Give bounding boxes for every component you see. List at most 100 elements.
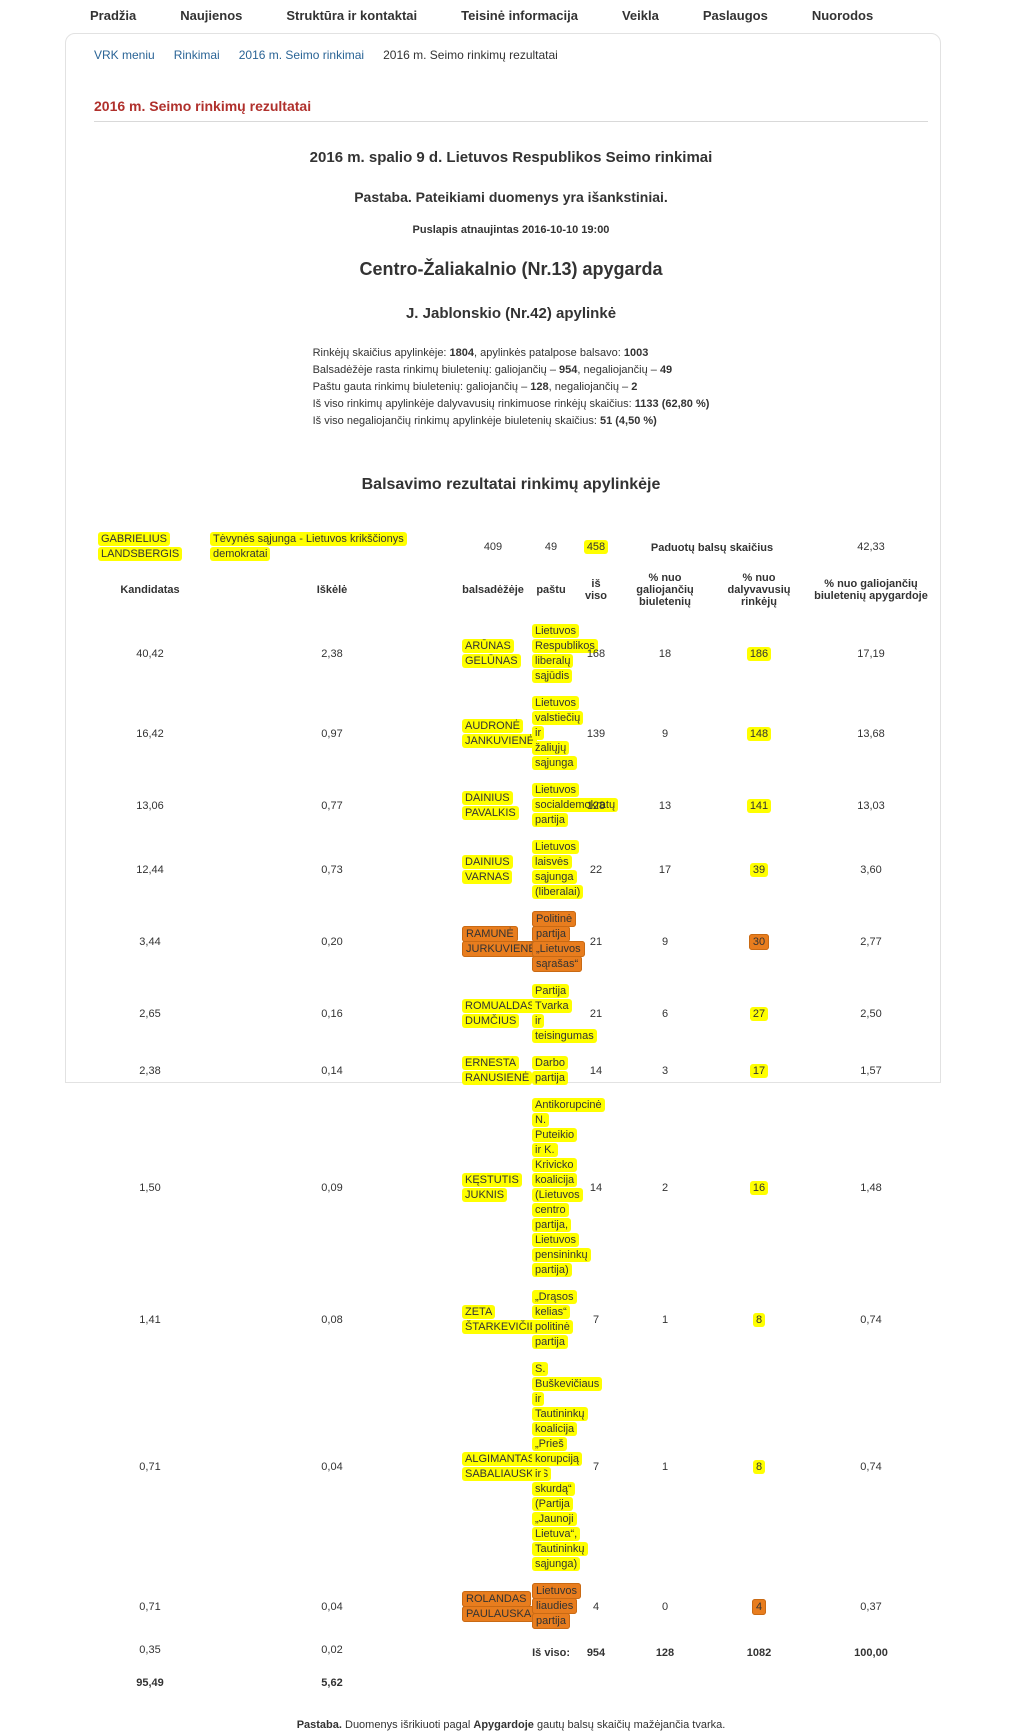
candidate-highlight: GABRIELIUS LANDSBERGIS	[98, 532, 183, 561]
total-votes-highlight: 39	[749, 863, 769, 877]
nav-item-3[interactable]: Teisinė informacija	[461, 8, 578, 23]
totals-ballot_box: 954	[586, 1647, 606, 1659]
text: , negaliojančių –	[577, 364, 660, 376]
candidate-cell: ROLANDAS PAULAUSKAS	[458, 1586, 543, 1628]
votes-mail-cell: 2	[661, 1182, 669, 1194]
votes-pct_district-cell: 0,08	[321, 1314, 343, 1326]
total-votes-highlight: 8	[752, 1460, 766, 1474]
votes-pct_district-cell: 0,20	[321, 936, 343, 948]
stat-line-2: Paštu gauta rinkimų biuletenių: galiojan…	[313, 379, 710, 396]
votes-pct_district-cell: 0,77	[321, 799, 343, 812]
votes-pct_valid-cell: 17,19	[857, 648, 885, 660]
nav-item-6[interactable]: Nuorodos	[811, 8, 874, 23]
election-title: 2016 m. spalio 9 d. Lietuvos Respublikos…	[309, 149, 713, 166]
candidate-highlight: AUDRONĖ JANKUVIENĖ	[462, 718, 538, 748]
votes-pct_valid-cell: 2,77	[860, 936, 882, 948]
nav-item-5[interactable]: Paslaugos	[702, 8, 768, 23]
breadcrumb: VRK meniu Rinkimai 2016 m. Seimo rinkimai 2…	[94, 48, 928, 62]
total-votes-highlight: 148	[746, 726, 772, 741]
party-highlight: „Drąsos kelias“ politinė partija	[532, 1290, 577, 1349]
votes-pct_district-cell: 0,02	[321, 1644, 343, 1656]
votes-mail-cell: 17	[658, 864, 672, 876]
total-votes-highlight: 141	[746, 798, 772, 813]
total-votes-highlight: 30	[748, 934, 770, 950]
breadcrumb-link-1[interactable]: Rinkimai	[173, 48, 220, 62]
votes-pct_valid-cell: 3,60	[860, 864, 882, 876]
votes-mail-cell: 9	[661, 936, 669, 948]
candidate-cell: ROMUALDAS DUMČIUS	[458, 993, 538, 1035]
votes-ballot_box-cell: 139	[586, 727, 606, 740]
text: , negaliojančių –	[548, 381, 632, 393]
votes-pct_district-cell: 0,14	[321, 1065, 343, 1077]
column-header-5: % nuo galiojančių biuletenių	[618, 568, 712, 618]
party-cell: Lietuvos Respublikos liberalų sąjūdis	[528, 618, 598, 690]
party-highlight: Politinė partija „Lietuvos sąrašas“	[532, 911, 585, 972]
votes-pct_participants-cell: 0,35	[139, 1644, 161, 1656]
votes-mail-cell: 49	[544, 541, 558, 553]
votes-total-cell: 4	[712, 1595, 806, 1619]
breadcrumb-link-2[interactable]: 2016 m. Seimo rinkimai	[238, 48, 365, 62]
results-table: Paduotų balsų skaičius Kandidatas Iškėlė ba…	[94, 526, 928, 1695]
votes-mail-cell: 1	[661, 1314, 669, 1326]
party-cell: Lietuvos valstiečių ir žaliųjų sąjunga	[528, 690, 584, 777]
bold-text: 1133 (62,80 %)	[634, 398, 710, 410]
votes-pct_participants-cell: 2,65	[139, 1008, 161, 1020]
stat-line-4: Iš viso negaliojančių rinkimų apylinkėje…	[313, 413, 710, 430]
totals-spacer	[458, 1641, 528, 1659]
column-header-2: balsadėžėje	[458, 580, 528, 606]
candidate-cell: ARŪNAS GELŪNAS	[458, 633, 528, 675]
votes-total-cell: 141	[712, 794, 806, 818]
total-votes-highlight: 16	[749, 1181, 769, 1195]
votes-ballot_box-cell: 168	[586, 648, 606, 660]
votes-group-header: Paduotų balsų skaičius	[650, 542, 774, 554]
total-votes-highlight: 17	[749, 1064, 769, 1078]
votes-total-cell: 8	[712, 1308, 806, 1332]
candidate-cell: GABRIELIUS LANDSBERGIS	[94, 526, 206, 568]
votes-pct_valid-cell: 1,57	[860, 1065, 882, 1077]
votes-total-cell: 8	[712, 1455, 806, 1479]
candidate-highlight: DAINIUS VARNAS	[462, 855, 513, 884]
votes-pct_district-cell: 0,73	[321, 864, 343, 876]
votes-mail-cell: 0	[661, 1600, 669, 1613]
bold-text: 2	[631, 381, 638, 393]
breadcrumb-current: 2016 m. Seimo rinkimų rezultatai	[383, 48, 558, 62]
column-header-label: paštu	[536, 584, 566, 596]
party-highlight: Tėvynės sąjunga - Lietuvos krikščionys d…	[210, 532, 407, 561]
stat-line-3: Iš viso rinkimų apylinkėje dalyvavusių r…	[313, 396, 710, 413]
party-cell: Politinė partija „Lietuvos sąrašas“	[528, 906, 585, 978]
votes-ballot_box-cell: 14	[589, 1182, 603, 1194]
bold-text: 128	[530, 381, 549, 393]
votes-mail-cell: 13	[658, 799, 672, 812]
votes-pct_valid-cell: 13,03	[857, 799, 885, 812]
precinct-statistics: Rinkėjų skaičius apylinkėje: 1804, apyli…	[313, 345, 710, 430]
breadcrumb-link-0[interactable]: VRK meniu	[94, 48, 155, 62]
candidate-cell: RAMUNĖ JURKUVIENĖ	[458, 921, 540, 963]
precinct-title: J. Jablonskio (Nr.42) apylinkė	[405, 305, 617, 322]
totals-total: 1082	[746, 1647, 772, 1659]
votes-mail-cell: 3	[661, 1065, 669, 1077]
text: gautų balsų skaičių mažėjančia tvarka.	[533, 1719, 726, 1731]
totals-pct_participants: 95,49	[136, 1677, 164, 1689]
bold-text: 49	[659, 364, 673, 376]
total-votes-highlight: 8	[752, 1313, 766, 1327]
nav-item-2[interactable]: Struktūra ir kontaktai	[286, 8, 418, 23]
content-card: VRK meniu Rinkimai 2016 m. Seimo rinkimai 2…	[65, 33, 941, 1731]
nav-item-0[interactable]: Pradžia	[90, 8, 137, 23]
candidate-cell: ALGIMANTAS SABALIAUSKAS	[458, 1446, 552, 1488]
bold-text: Pastaba.	[296, 1719, 342, 1731]
nav-item-1[interactable]: Naujienos	[180, 8, 243, 23]
candidate-highlight: ARŪNAS GELŪNAS	[462, 639, 521, 668]
votes-pct_valid-cell: 0,74	[860, 1461, 882, 1473]
total-votes-highlight: 4	[751, 1598, 767, 1615]
candidate-cell: ZETA ŠTARKEVIČIENĖ	[458, 1299, 556, 1341]
totals-pct_district: 5,62	[321, 1677, 343, 1689]
bold-text: 954	[559, 364, 578, 376]
party-cell: Darbo partija	[528, 1050, 574, 1092]
nav-item-4[interactable]: Veikla	[621, 8, 659, 23]
votes-total-cell: 17	[712, 1059, 806, 1083]
candidate-cell: DAINIUS VARNAS	[458, 849, 528, 891]
votes-total-cell: 39	[712, 858, 806, 882]
party-cell: S. Buškevičiaus ir Tautininkų koalicija …	[528, 1356, 603, 1578]
column-header-4: iš viso	[574, 574, 618, 612]
total-votes-highlight: 27	[749, 1007, 769, 1021]
